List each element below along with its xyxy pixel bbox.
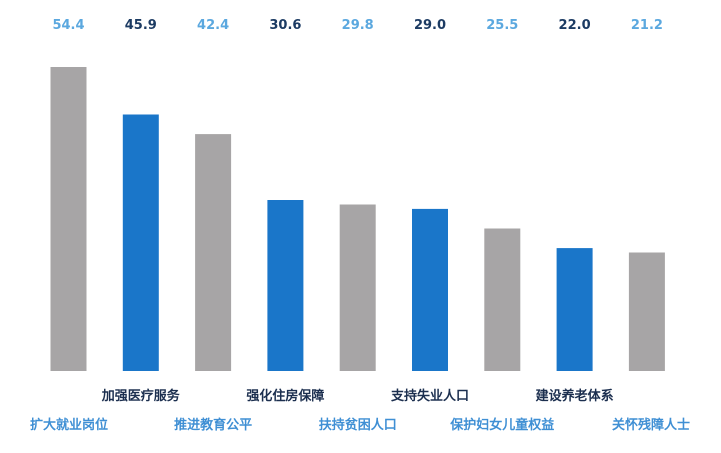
bar-8: [556, 248, 593, 371]
category-label-8: 建设养老体系: [536, 388, 614, 404]
category-label-5: 扶持贫困人口: [319, 417, 397, 433]
value-label-4: 30.6: [269, 18, 301, 33]
bar-6: [412, 208, 448, 371]
value-label-3: 42.4: [197, 18, 229, 33]
bar-9: [628, 252, 665, 371]
bar-3: [195, 134, 232, 371]
category-label-1: 扩大就业岗位: [30, 417, 108, 433]
value-label-8: 22.0: [559, 18, 591, 33]
category-label-2: 加强医疗服务: [101, 388, 181, 404]
bars-group: [50, 67, 665, 371]
bar-2: [122, 114, 159, 371]
value-label-1: 54.4: [52, 18, 84, 33]
value-label-7: 25.5: [486, 18, 518, 33]
bar-5: [339, 204, 376, 371]
category-label-4: 强化住房保障: [246, 388, 324, 404]
bar-1: [50, 67, 87, 371]
category-label-3: 推进教育公平: [174, 417, 252, 433]
value-label-9: 21.2: [631, 18, 663, 33]
value-labels-group: 54.4 45.9 42.4 30.6 29.8 29.0 25.5 22.0 21.2: [52, 18, 662, 33]
bar-4: [267, 200, 304, 371]
category-label-6: 支持失业人口: [390, 388, 469, 404]
category-label-7: 保护妇女儿童权益: [449, 417, 554, 433]
value-label-6: 29.0: [414, 18, 446, 33]
category-label-9: 关怀残障人士: [612, 417, 690, 433]
value-label-2: 45.9: [125, 18, 157, 33]
bar-7: [484, 228, 521, 371]
value-label-5: 29.8: [342, 18, 374, 33]
